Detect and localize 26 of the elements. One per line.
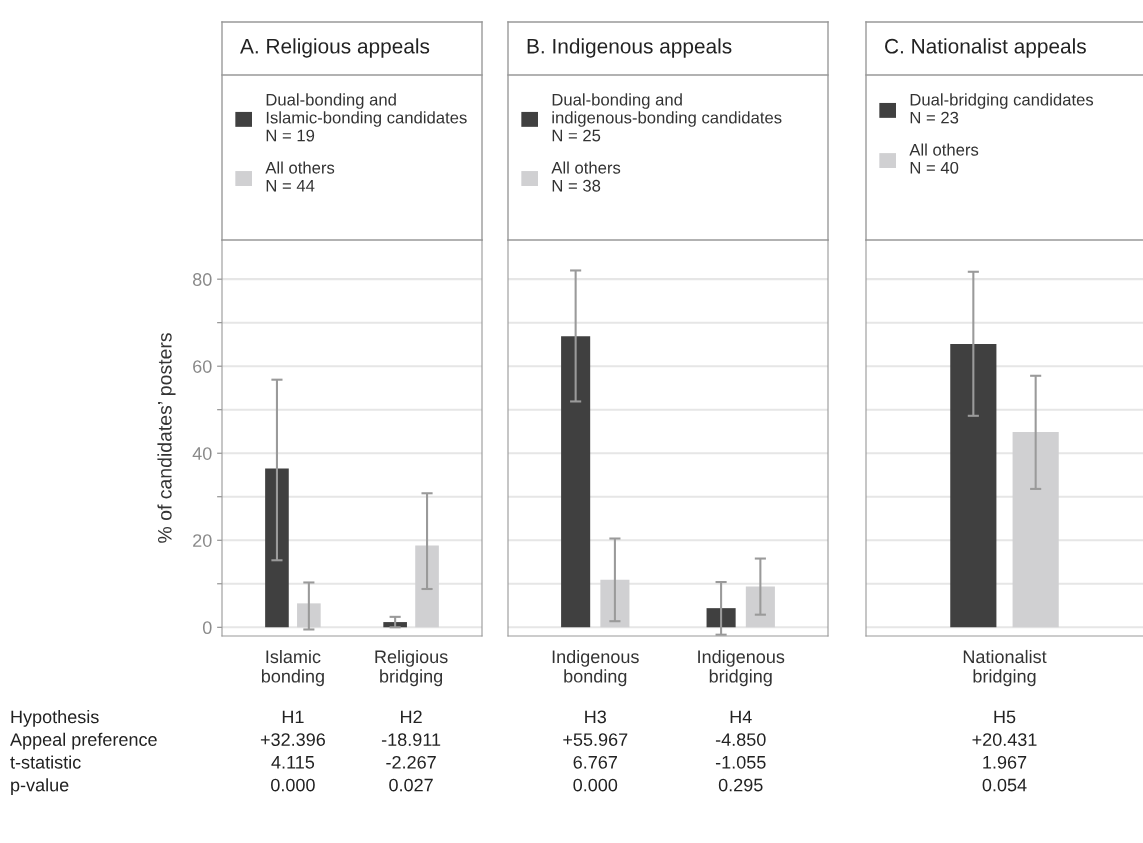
text: H3 +55.967 6.767 0.000 <box>563 710 628 792</box>
y-tick-label: 40 <box>192 447 212 460</box>
text: Hypothesis Appeal preference t-statistic p-value <box>10 710 157 795</box>
legend-label: All others N = 44 <box>265 161 335 192</box>
y-tick-label: 0 <box>202 621 212 635</box>
y-tick-label: 80 <box>192 273 212 286</box>
text: H4 -4.850 -1.055 0.295 <box>715 710 766 792</box>
chart-title: A. Religious appeals <box>240 38 430 58</box>
text: H2 -18.911 -2.267 0.027 <box>381 710 441 792</box>
chart-title: C. Nationalist appeals <box>885 38 1086 58</box>
legend-label: Dual-bridging candidates N = 23 <box>910 93 1094 124</box>
chart-title: B. Indigenous appeals <box>527 38 732 58</box>
legend-label: Dual-bonding and indigenous-bonding candidates N = 25 <box>552 93 782 142</box>
y-axis-title: % of candidates’ posters <box>157 333 176 543</box>
x-tick-label: Religious bridging <box>375 649 448 687</box>
legend-label: All others N = 40 <box>909 143 979 174</box>
legend-label: Dual-bonding and Islamic-bonding candidates N = 19 <box>266 93 467 142</box>
text: H5 +20.431 1.967 0.054 <box>972 710 1037 792</box>
text: H1 +32.396 4.115 0.000 <box>260 710 325 792</box>
y-tick-label: 20 <box>193 534 212 547</box>
y-tick-label: 60 <box>193 360 212 373</box>
x-tick-label: Islamic bonding <box>261 649 324 687</box>
legend-label: All others N = 38 <box>551 161 621 192</box>
x-tick-label: Indigenous bridging <box>698 649 785 687</box>
x-tick-label: Nationalist bridging <box>963 649 1047 687</box>
x-tick-label: Indigenous bonding <box>552 649 639 687</box>
